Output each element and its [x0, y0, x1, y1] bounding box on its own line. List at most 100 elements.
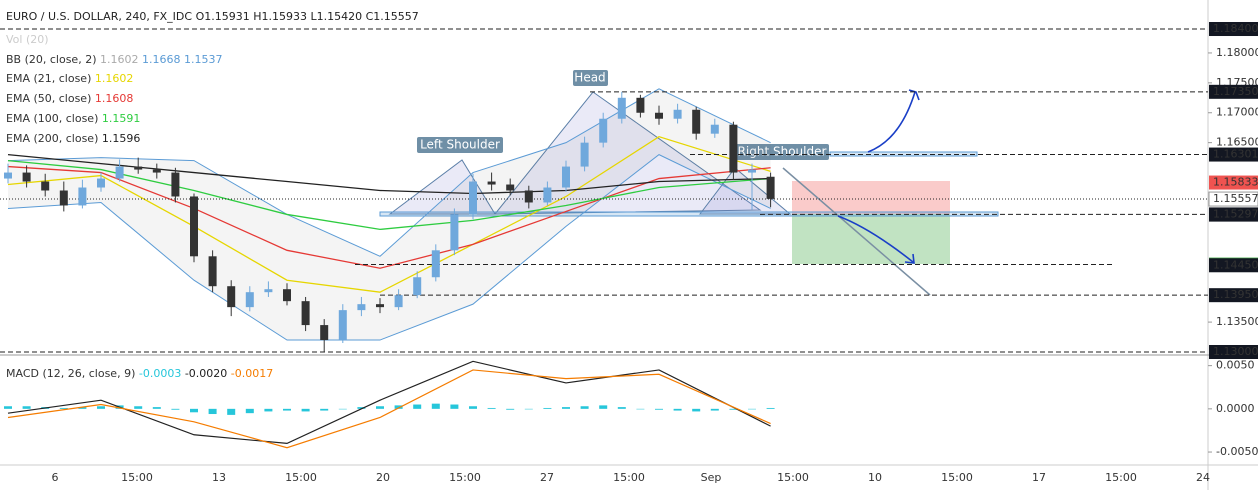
candle-body	[59, 190, 68, 206]
legend-value: 1.1608	[95, 92, 134, 105]
macd-histogram-bar	[748, 408, 756, 410]
arrow-up-head	[908, 89, 920, 101]
x-tick-label: 20	[376, 471, 390, 484]
symbol: EURO / U.S. DOLLAR, 240, FX_IDC	[6, 10, 192, 23]
ohlc-value: L1.15420	[311, 10, 363, 23]
x-tick-label: 17	[1032, 471, 1046, 484]
candle-body	[171, 172, 180, 197]
band-fill	[8, 88, 771, 341]
level-label: 1.14450	[1213, 258, 1258, 271]
level-tag	[1209, 207, 1258, 222]
level-label: 1.18400	[1213, 22, 1258, 35]
candle-body	[283, 289, 291, 302]
candle-body	[506, 184, 515, 191]
legend-value: -0.0003	[139, 367, 181, 380]
level-tag	[1208, 191, 1258, 207]
candle-body	[41, 181, 50, 191]
x-tick-label: 15:00	[449, 471, 481, 484]
candle-body	[710, 124, 719, 134]
resistance-box	[829, 151, 978, 157]
macd-histogram-bar	[376, 406, 384, 409]
candle-body	[562, 166, 570, 188]
candle-body	[748, 169, 756, 173]
level-tag	[1209, 147, 1258, 162]
macd-histogram-bar	[524, 408, 533, 410]
macd-histogram-bar	[320, 408, 329, 411]
macd-histogram-bar	[469, 406, 477, 409]
macd-histogram-bar	[59, 407, 68, 409]
x-tick-label: 15:00	[285, 471, 317, 484]
x-tick-label: 15:00	[613, 471, 645, 484]
x-tick-label: 10	[868, 471, 882, 484]
annotation-box	[417, 137, 503, 153]
candle-body	[78, 187, 87, 206]
macd-histogram-bar	[190, 408, 198, 413]
legend-row: EMA (100, close) 1.1591	[6, 112, 140, 125]
ohlc-value: C1.15557	[366, 10, 419, 23]
candle-body	[431, 250, 440, 278]
macd-histogram-bar	[134, 406, 143, 409]
level-label: 1.15297	[1213, 208, 1258, 221]
band-line	[7, 154, 771, 341]
y-tick-label: 1.18000	[1216, 46, 1258, 59]
macd-histogram-bar	[599, 405, 608, 409]
macd-histogram-bar	[729, 408, 738, 410]
macd-histogram-bar	[431, 403, 440, 409]
macd-histogram-bar	[78, 407, 87, 409]
legend-row: MACD (12, 26, close, 9) -0.0003 -0.0020 …	[6, 367, 273, 380]
arrow-down	[837, 215, 914, 263]
macd-histogram-bar	[506, 408, 515, 410]
candle-body	[357, 304, 366, 311]
legend-label: MACD (12, 26, close, 9)	[6, 367, 135, 380]
candle-body	[190, 196, 198, 257]
arrow-up	[867, 91, 916, 153]
macd-histogram-bar	[264, 408, 273, 412]
legend-value: -0.0017	[231, 367, 273, 380]
legend-value: 1.1591	[102, 112, 141, 125]
y-tick-label: 1.13500	[1216, 315, 1258, 328]
stop-zone	[792, 181, 950, 214]
target-zone	[792, 214, 950, 264]
macd-histogram-bar	[413, 404, 422, 409]
candle-body	[673, 109, 682, 119]
candle-body	[152, 169, 161, 173]
legend-label: BB (20, close, 2)	[6, 53, 97, 66]
ema-line	[7, 135, 771, 293]
macd-histogram-bar	[245, 408, 254, 414]
macd-histogram-bar	[152, 407, 161, 409]
candle-body	[655, 112, 663, 119]
legend-value: -0.0020	[185, 367, 227, 380]
legend-value: 1.1602	[100, 53, 139, 66]
candle-body	[729, 124, 738, 173]
legend: EURO / U.S. DOLLAR, 240, FX_IDC O1.15931…	[6, 10, 419, 380]
macd-histogram-bar	[394, 405, 403, 409]
legend-row: Vol (20)	[6, 33, 49, 46]
candle-body	[487, 181, 496, 185]
candle-body	[245, 292, 254, 308]
candle-body	[394, 295, 403, 308]
trend-line	[782, 167, 931, 296]
ohlc-value: H1.15933	[253, 10, 307, 23]
annotation-box	[573, 70, 608, 86]
annotation: Head	[574, 71, 605, 85]
candle-body	[543, 187, 552, 203]
candle-body	[301, 301, 310, 326]
level-tag	[1209, 258, 1258, 273]
y-tick-label: 1.17000	[1216, 106, 1258, 119]
level-label: 1.17350	[1213, 85, 1258, 98]
legend-label: Vol (20)	[6, 33, 49, 46]
ema-line	[7, 159, 771, 231]
x-tick-label: Sep	[701, 471, 722, 484]
macd-histogram-bar	[227, 408, 236, 415]
candle-body	[450, 214, 459, 251]
macd-histogram-bar	[171, 408, 180, 410]
level-tag	[1209, 84, 1258, 99]
candle-body	[413, 277, 422, 296]
macd-histogram-bar	[357, 407, 366, 409]
level-label: 1.13950	[1213, 288, 1258, 301]
macd-histogram-bar	[655, 408, 663, 410]
right-shoulder-shape	[698, 167, 792, 215]
legend-value: 1.1537	[184, 53, 223, 66]
